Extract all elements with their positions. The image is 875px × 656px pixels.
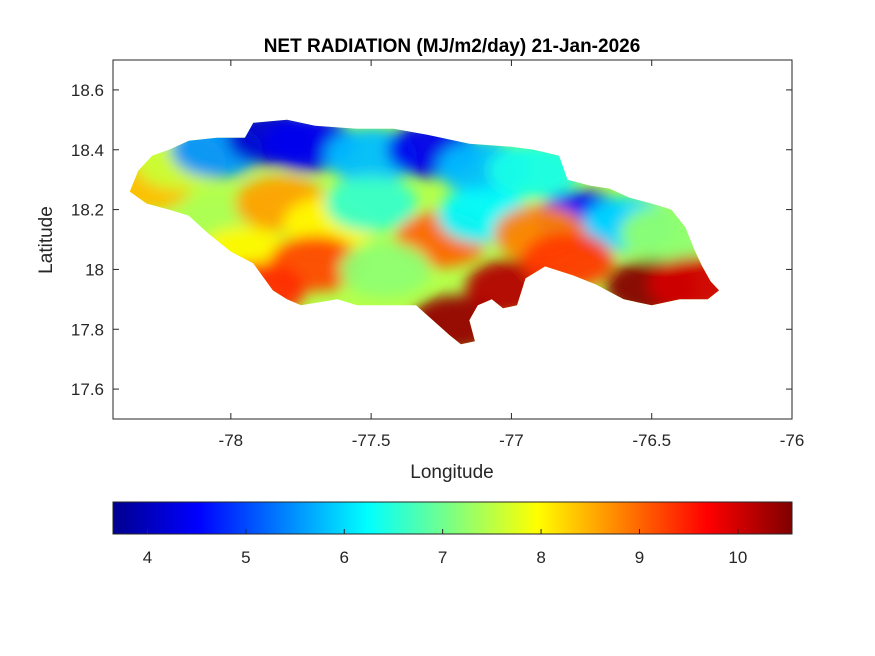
x-axis-label: Longitude: [410, 462, 493, 483]
y-tick-label: 18.6: [71, 81, 104, 100]
field-sample: [325, 175, 418, 232]
y-tick-label: 18.2: [71, 201, 104, 220]
colorbar-tick-label: 8: [536, 548, 545, 567]
chart-title: NET RADIATION (MJ/m2/day) 21-Jan-2026: [264, 36, 641, 57]
x-tick-label: -78: [219, 431, 244, 450]
colorbar: [112, 501, 793, 535]
colorbar-tick-label: 9: [635, 548, 644, 567]
x-axis-ticks: -78 -77.5 -77 -76.5 -76: [219, 60, 805, 450]
y-tick-label: 18.4: [71, 141, 104, 160]
colorbar-tick-label: 4: [143, 548, 152, 567]
colorbar-tick-label: 7: [438, 548, 447, 567]
field-sample: [487, 142, 580, 199]
x-tick-label: -77.5: [352, 431, 391, 450]
field-sample: [339, 241, 432, 298]
colorbar-tick-label: 5: [241, 548, 250, 567]
colorbar-ticks: 4 5 6 7 8 9 10: [143, 529, 747, 567]
y-tick-label: 17.8: [71, 320, 104, 339]
colorbar-tick-label: 10: [728, 548, 747, 567]
y-axis-ticks: 17.6 17.8 18 18.2 18.4 18.6: [71, 81, 792, 399]
x-tick-label: -77: [499, 431, 524, 450]
colorbar-tick-label: 6: [340, 548, 349, 567]
field-blobs: [129, 119, 720, 345]
x-tick-label: -76: [780, 431, 805, 450]
y-axis-label: Latitude: [36, 206, 57, 274]
x-tick-label: -76.5: [632, 431, 671, 450]
y-tick-label: 17.6: [71, 380, 104, 399]
y-tick-label: 18: [85, 260, 104, 279]
